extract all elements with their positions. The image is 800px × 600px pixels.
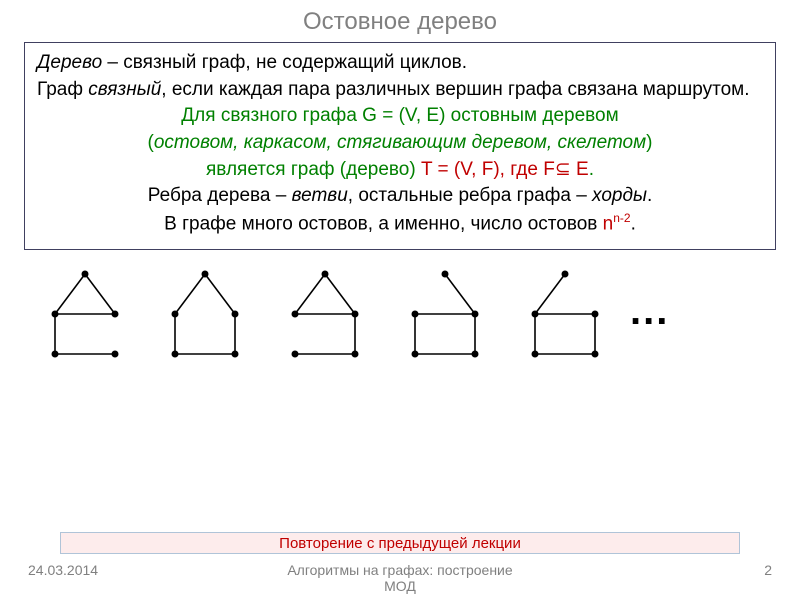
def-line-3: Для связного графа G = (V, E) остовным д… (37, 104, 763, 129)
spanning-tree-variants: ... (24, 264, 776, 374)
footer-title: Алгоритмы на графах: построение МОД (276, 562, 524, 594)
footer-page: 2 (524, 562, 772, 594)
slide-title: Остовное дерево (24, 8, 776, 36)
term-chords: хорды (592, 185, 647, 206)
text: Ребра дерева – (148, 185, 292, 206)
ellipsis: ... (630, 289, 669, 350)
def-line-4: (остовом, каркасом, стягивающим деревом,… (37, 131, 763, 156)
text: Граф (37, 79, 88, 100)
footer-title-text: Алгоритмы на графах: построение МОД (287, 562, 512, 594)
spanning-tree-1 (30, 264, 140, 374)
footer-date: 24.03.2014 (28, 562, 276, 594)
def-text: – связный граф, не содержащий циклов. (102, 52, 467, 73)
formula-end: E (571, 159, 589, 180)
term-branches: ветви (292, 185, 348, 206)
text: , если каждая пара различных вершин граф… (161, 79, 749, 100)
text: В графе много остовов, а именно, число о… (164, 213, 603, 234)
subset-symbol: ⊆ (555, 159, 571, 180)
definition-box: Дерево – связный граф, не содержащий цик… (24, 42, 776, 250)
spanning-tree-3 (270, 264, 380, 374)
cayley-n: n (603, 213, 614, 234)
note-bar: Повторение с предыдущей лекции (60, 532, 740, 554)
footer: 24.03.2014 Алгоритмы на графах: построен… (0, 562, 800, 594)
cayley-exp: n-2 (613, 211, 630, 225)
def-line-6: Ребра дерева – ветви, остальные ребра гр… (37, 184, 763, 209)
spanning-tree-4 (390, 264, 500, 374)
def-line-2: Граф связный, если каждая пара различных… (37, 78, 763, 103)
period: . (589, 159, 594, 180)
text: является граф (дерево) (206, 159, 421, 180)
def-line-5: является граф (дерево) T = (V, F), где F… (37, 158, 763, 183)
slide: Остовное дерево Дерево – связный граф, н… (0, 0, 800, 600)
term-connected: связный (88, 79, 161, 100)
def-line-1: Дерево – связный граф, не содержащий цик… (37, 51, 763, 76)
paren-close: ) (646, 132, 652, 153)
spanning-tree-5 (510, 264, 620, 374)
title-text: Остовное дерево (303, 8, 497, 35)
period: . (631, 213, 636, 234)
text: , остальные ребра графа – (348, 185, 592, 206)
spanning-tree-def: Для связного графа G = (V, E) остовным д… (181, 105, 618, 126)
term-tree: Дерево (37, 52, 102, 73)
formula: T = (V, F), где F (421, 159, 555, 180)
spanning-tree-2 (150, 264, 260, 374)
synonyms: остовом, каркасом, стягивающим деревом, … (154, 132, 646, 153)
def-line-7: В графе много остовов, а именно, число о… (37, 211, 763, 237)
period: . (647, 185, 652, 206)
note-text: Повторение с предыдущей лекции (279, 535, 521, 552)
